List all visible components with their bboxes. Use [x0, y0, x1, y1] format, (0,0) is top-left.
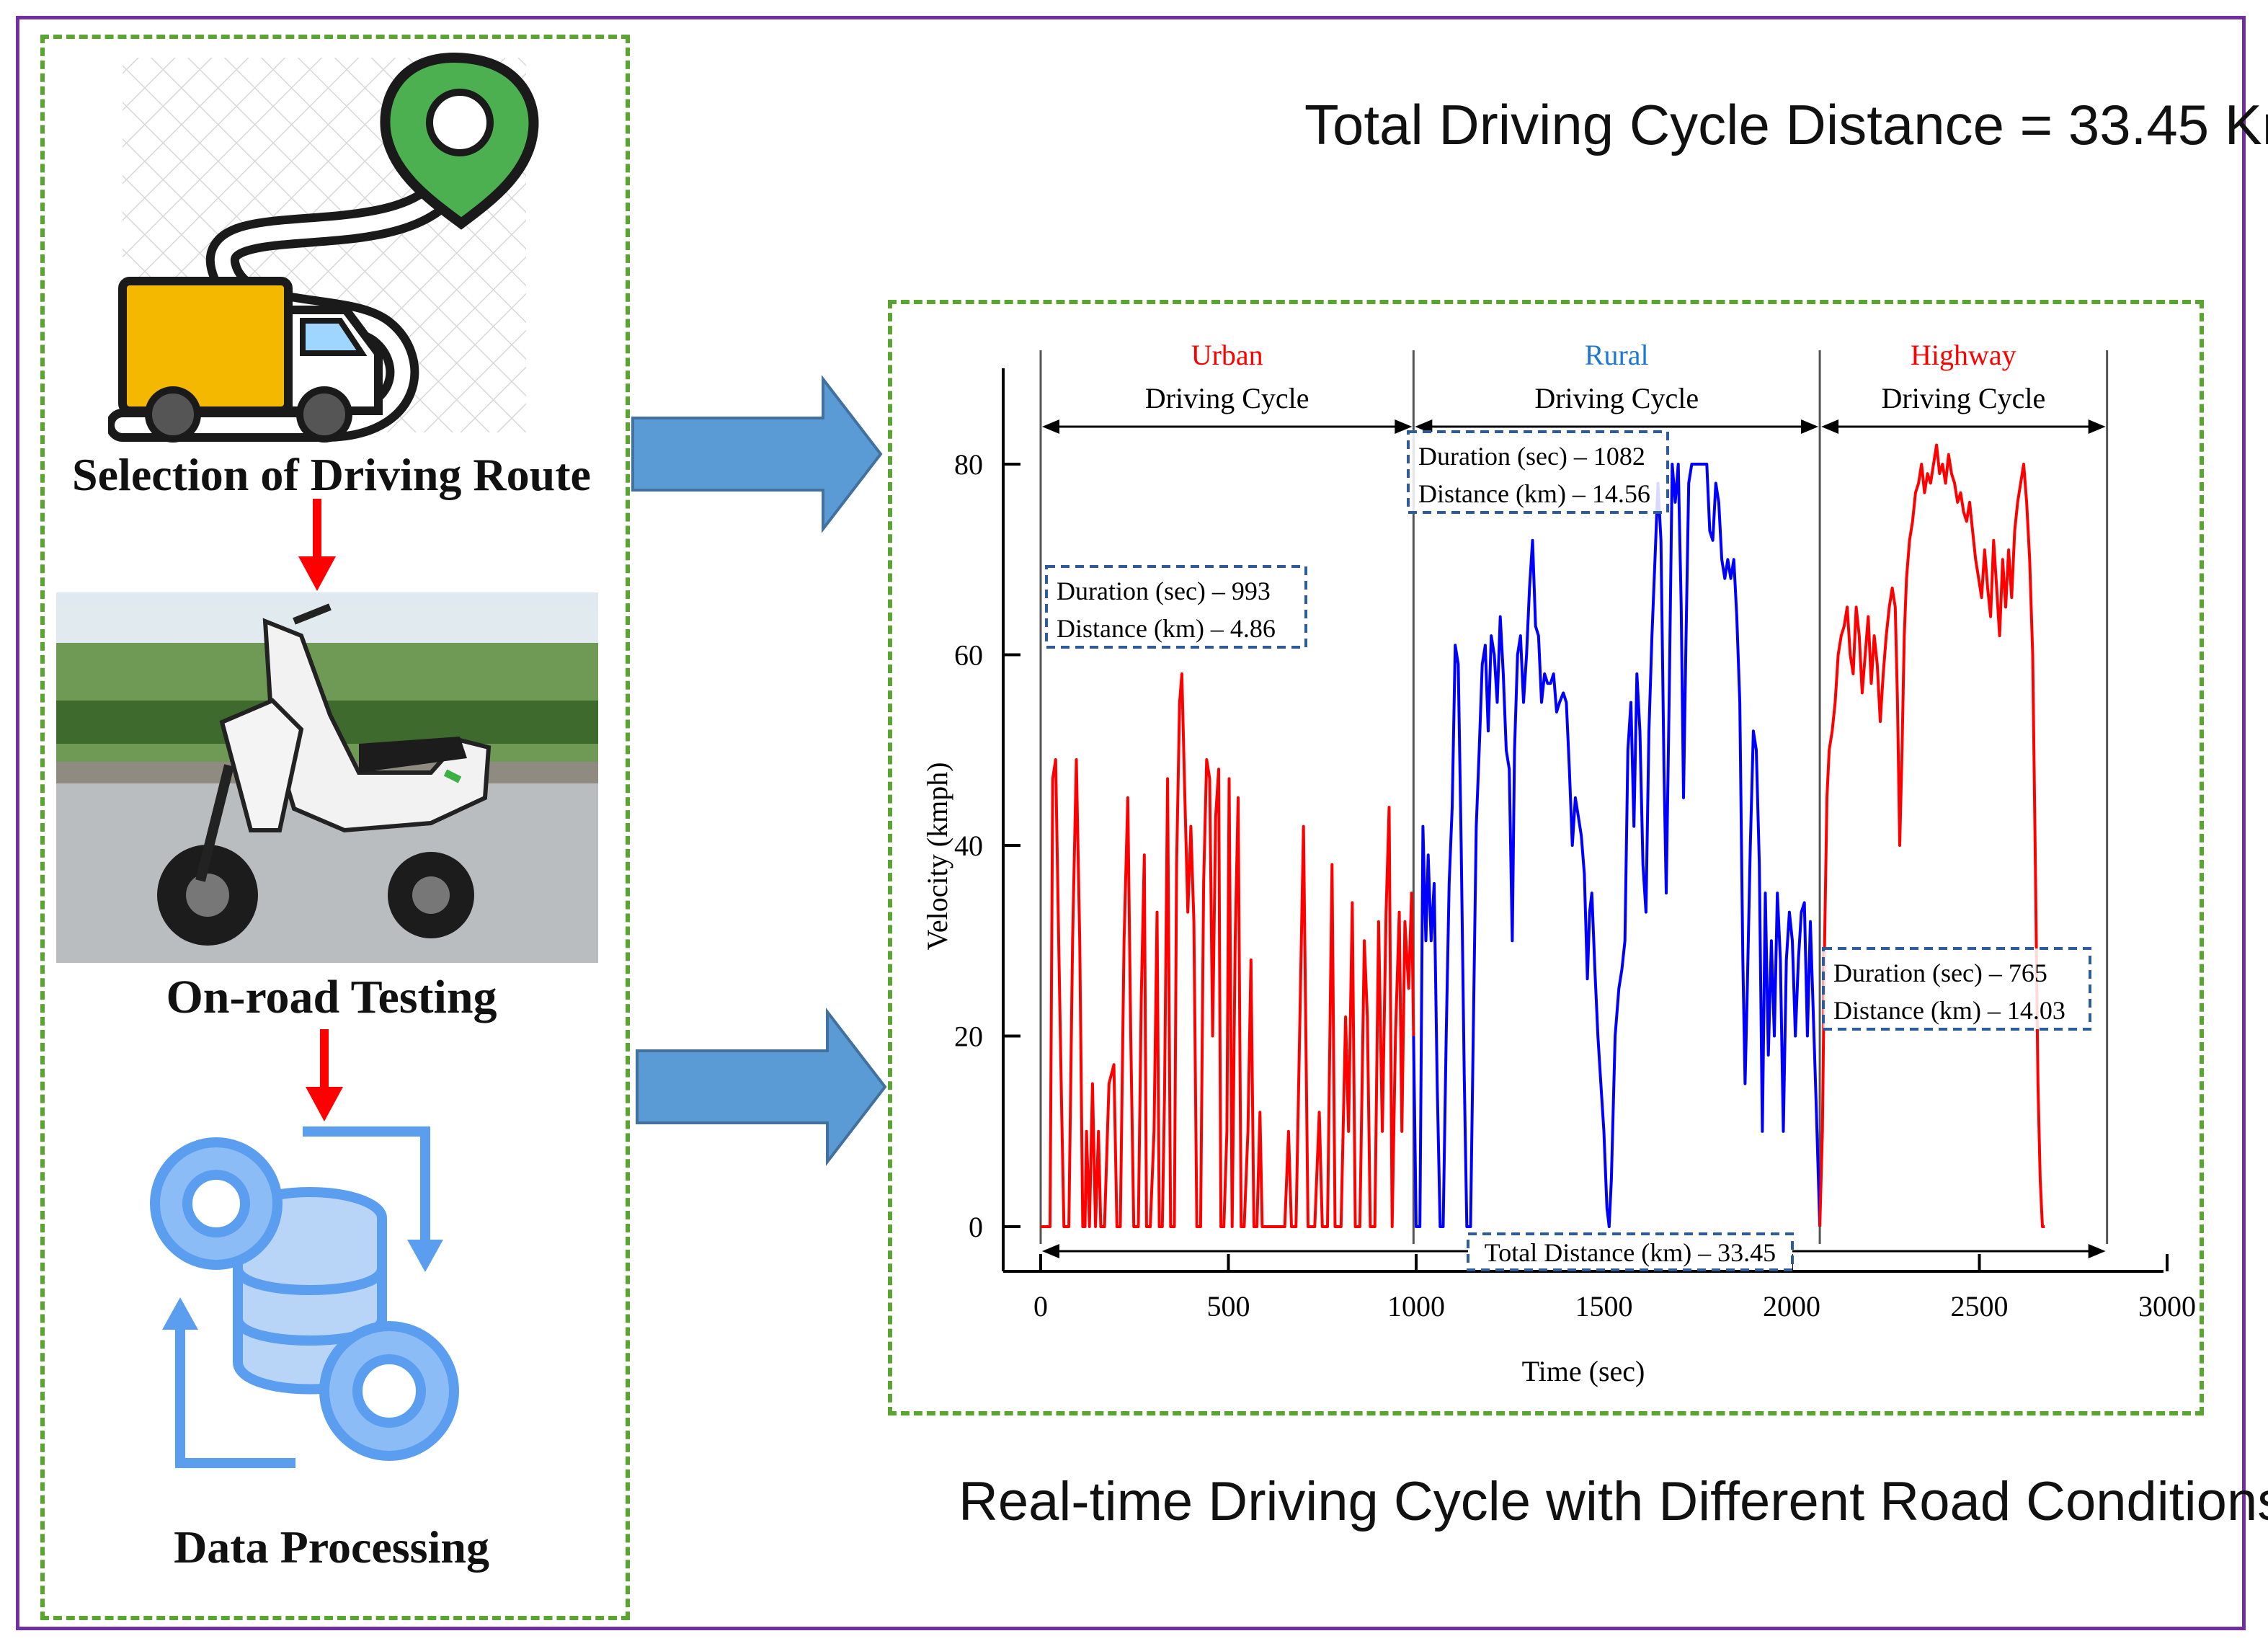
- segment-subtitle: Driving Cycle: [1881, 382, 2045, 414]
- arrowhead-left: [1042, 1244, 1059, 1258]
- info-box-rural: [1407, 430, 1669, 514]
- figure-border: [16, 16, 2246, 1630]
- arrowhead-right: [2088, 1244, 2106, 1258]
- chart-panel: [888, 300, 2204, 1415]
- segment-name-highway: Highway: [1911, 339, 2016, 371]
- y-tick-label: 0: [969, 1211, 983, 1243]
- arrowhead-right: [1395, 419, 1413, 434]
- info-box-highway: [1822, 947, 2091, 1031]
- x-tick-label: 500: [1207, 1290, 1250, 1323]
- total-distance-box: [1467, 1232, 1794, 1271]
- info-duration: Duration (sec) – 1082: [1418, 442, 1645, 471]
- segment-name-rural: Rural: [1585, 339, 1649, 371]
- segment-name-urban: Urban: [1191, 339, 1263, 371]
- series-line-rural: [1412, 463, 1822, 1228]
- info-distance: Distance (km) – 14.56: [1418, 479, 1650, 508]
- info-box-urban: [1045, 565, 1307, 649]
- arrow-right-upper-icon: [631, 375, 883, 533]
- y-tick-label: 40: [954, 830, 983, 862]
- scooter-photo: [56, 592, 598, 963]
- step-label-processing: Data Processing: [174, 1521, 489, 1573]
- series-line-highway: [1818, 443, 2045, 1228]
- info-duration: Duration (sec) – 765: [1833, 959, 2047, 987]
- x-axis-label: Time (sec): [1522, 1355, 1645, 1387]
- x-tick-label: 3000: [2138, 1290, 2196, 1323]
- x-tick-label: 1000: [1387, 1290, 1445, 1323]
- y-tick-label: 20: [954, 1021, 983, 1053]
- data-processing-icon: [150, 1126, 459, 1468]
- velocity-chart: 0 20 40 60 80 0 500 1000 1500 2000 2500 3000 Urban…: [921, 339, 2196, 1387]
- step-label-route: Selection of Driving Route: [72, 449, 591, 500]
- red-arrow-down-icon: [298, 499, 336, 591]
- workflow-panel: [40, 35, 630, 1620]
- y-axis-label: Velocity (kmph): [921, 762, 953, 950]
- arrowhead-left: [1821, 419, 1839, 434]
- step-label-testing: On-road Testing: [166, 971, 497, 1023]
- arrowhead-right: [2088, 419, 2106, 434]
- info-duration: Duration (sec) – 993: [1057, 577, 1271, 605]
- total-distance-title: Total Driving Cycle Distance = 33.45 Km: [1304, 93, 2268, 156]
- segment-subtitle: Driving Cycle: [1534, 382, 1699, 414]
- x-tick-label: 1500: [1575, 1290, 1633, 1323]
- chart-caption: Real-time Driving Cycle with Different R…: [959, 1471, 2268, 1532]
- arrow-right-lower-icon: [636, 1008, 887, 1166]
- y-tick-label: 60: [954, 639, 983, 672]
- route-truck-icon: [108, 52, 539, 443]
- arrowhead-right: [1801, 419, 1819, 434]
- x-tick-label: 2500: [1951, 1290, 2009, 1323]
- total-distance-label: Total Distance (km) – 33.45: [1485, 1238, 1776, 1267]
- x-tick-label: 2000: [1763, 1290, 1820, 1323]
- x-tick-label: 0: [1033, 1290, 1048, 1323]
- segment-subtitle: Driving Cycle: [1145, 382, 1309, 414]
- arrowhead-left: [1042, 419, 1059, 434]
- y-tick-label: 80: [954, 448, 983, 481]
- red-arrow-down-icon: [306, 1029, 343, 1121]
- series-line-urban: [1041, 672, 1415, 1228]
- info-distance: Distance (km) – 4.86: [1057, 614, 1276, 643]
- info-distance: Distance (km) – 14.03: [1833, 996, 2065, 1025]
